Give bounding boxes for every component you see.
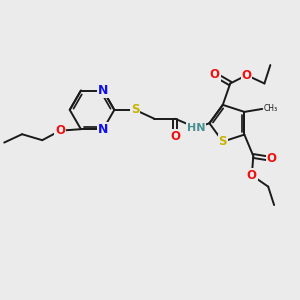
Text: N: N bbox=[98, 123, 108, 136]
Text: HN: HN bbox=[187, 123, 205, 133]
Text: O: O bbox=[247, 169, 257, 182]
Text: S: S bbox=[218, 135, 227, 148]
Text: O: O bbox=[170, 130, 180, 143]
Text: S: S bbox=[131, 103, 140, 116]
Text: N: N bbox=[98, 84, 108, 97]
Text: O: O bbox=[267, 152, 277, 166]
Text: CH₃: CH₃ bbox=[264, 104, 278, 113]
Text: O: O bbox=[242, 69, 252, 82]
Text: O: O bbox=[55, 124, 65, 137]
Text: O: O bbox=[210, 68, 220, 81]
